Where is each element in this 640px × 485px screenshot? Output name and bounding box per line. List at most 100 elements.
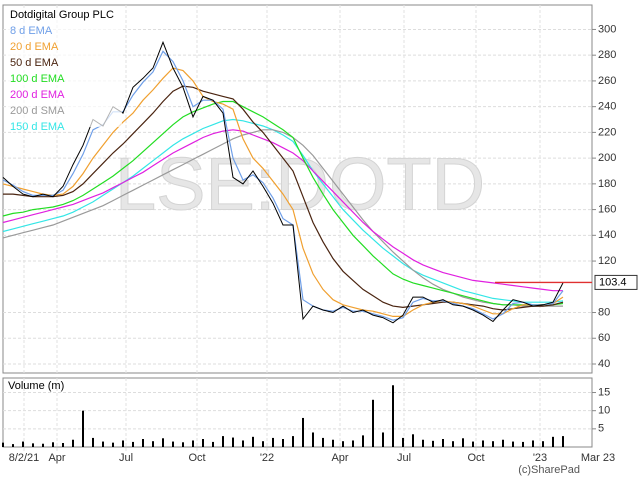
y-tick-label: 140 xyxy=(598,229,616,241)
volume-bar xyxy=(162,438,164,447)
x-tick-label: Jul xyxy=(397,452,411,464)
y-tick-label: 15 xyxy=(598,386,610,398)
volume-title: Volume (m) xyxy=(8,380,64,392)
volume-bar xyxy=(402,437,404,447)
volume-bar xyxy=(422,439,424,447)
volume-bar xyxy=(152,441,154,447)
y-tick-label: 160 xyxy=(598,203,616,215)
volume-bar xyxy=(312,432,314,447)
volume-bar xyxy=(392,385,394,447)
volume-bar xyxy=(532,440,534,447)
volume-bar xyxy=(252,436,254,447)
volume-bar xyxy=(182,442,184,447)
volume-bar xyxy=(382,432,384,447)
volume-bar xyxy=(82,410,84,447)
volume-bar xyxy=(132,441,134,447)
legend-entry: 8 d EMA xyxy=(10,25,53,37)
series-line xyxy=(2,50,564,321)
volume-bar xyxy=(522,441,524,447)
volume-bar xyxy=(62,443,64,447)
y-tick-label: 300 xyxy=(598,23,616,35)
volume-bar xyxy=(192,440,194,447)
x-tick-label: Oct xyxy=(467,452,484,464)
volume-bar xyxy=(142,439,144,447)
volume-bar xyxy=(502,439,504,447)
y-tick-label: 10 xyxy=(598,405,610,417)
volume-bar xyxy=(232,437,234,447)
y-tick-label: 120 xyxy=(598,255,616,267)
series-line xyxy=(2,100,564,306)
volume-bar xyxy=(32,443,34,447)
legend-entry: 50 d EMA xyxy=(10,57,59,69)
y-tick-label: 240 xyxy=(598,101,616,113)
y-tick-label: 60 xyxy=(598,332,610,344)
volume-bar xyxy=(212,441,214,447)
watermark: LSE:DOTD xyxy=(115,143,485,226)
x-tick-label: Oct xyxy=(188,452,205,464)
y-tick-label: 220 xyxy=(598,126,616,138)
volume-bar xyxy=(22,441,24,447)
legend-entry: 200 d EMA xyxy=(10,89,65,101)
y-tick-label: 40 xyxy=(598,358,610,370)
volume-bar xyxy=(362,435,364,447)
series-line xyxy=(2,67,564,317)
volume-bar xyxy=(72,439,74,447)
volume-panel xyxy=(2,377,593,448)
y-tick-label: 5 xyxy=(598,423,604,435)
legend-entry: 150 d EMA xyxy=(10,121,65,133)
x-tick-label: Jul xyxy=(119,452,133,464)
series-line xyxy=(2,118,564,303)
x-tick-label: 8/2/21 xyxy=(9,452,40,464)
volume-bar xyxy=(472,441,474,447)
chart-title: Dotdigital Group PLC xyxy=(10,9,114,21)
volume-bar xyxy=(552,436,554,447)
volume-bar xyxy=(202,439,204,447)
volume-bar xyxy=(412,434,414,447)
volume-bar xyxy=(372,399,374,447)
series-line xyxy=(2,129,563,307)
last-price-label: 103.4 xyxy=(599,276,627,288)
volume-bar xyxy=(462,438,464,447)
legend-entry: 20 d EMA xyxy=(10,41,59,53)
volume-bar xyxy=(432,440,434,447)
volume-bar xyxy=(492,441,494,447)
volume-bar xyxy=(12,444,14,447)
y-tick-label: 280 xyxy=(598,49,616,61)
volume-bar xyxy=(222,436,224,447)
x-tick-label: Mar 23 xyxy=(581,452,615,464)
volume-bar xyxy=(2,442,4,447)
credit: (c)SharePad xyxy=(518,464,580,476)
legend-entry: 100 d EMA xyxy=(10,73,65,85)
volume-bar xyxy=(442,439,444,447)
volume-bar xyxy=(122,440,124,447)
volume-bar xyxy=(112,442,114,447)
legend-box xyxy=(7,9,122,127)
x-tick-label: '23 xyxy=(533,452,547,464)
series-line xyxy=(3,85,564,311)
volume-bar xyxy=(292,436,294,447)
y-tick-label: 180 xyxy=(598,178,616,190)
volume-bar xyxy=(92,437,94,447)
volume-bar xyxy=(322,437,324,447)
volume-bar xyxy=(102,441,104,447)
x-tick-label: Apr xyxy=(48,452,65,464)
x-tick-label: Apr xyxy=(331,452,348,464)
volume-bar xyxy=(542,441,544,447)
volume-bar xyxy=(42,443,44,447)
volume-bar xyxy=(272,437,274,447)
x-tick-label: '22 xyxy=(260,452,274,464)
volume-bar xyxy=(262,441,264,447)
volume-bar xyxy=(242,440,244,447)
volume-bar xyxy=(332,439,334,447)
volume-bar xyxy=(562,436,564,447)
y-tick-label: 200 xyxy=(598,152,616,164)
series-line xyxy=(2,129,563,292)
last-price-box xyxy=(594,274,638,290)
volume-bar xyxy=(282,439,284,447)
volume-bar xyxy=(512,441,514,447)
y-tick-label: 260 xyxy=(598,75,616,87)
volume-bar xyxy=(352,440,354,447)
volume-bar xyxy=(172,441,174,447)
volume-bar xyxy=(482,440,484,447)
